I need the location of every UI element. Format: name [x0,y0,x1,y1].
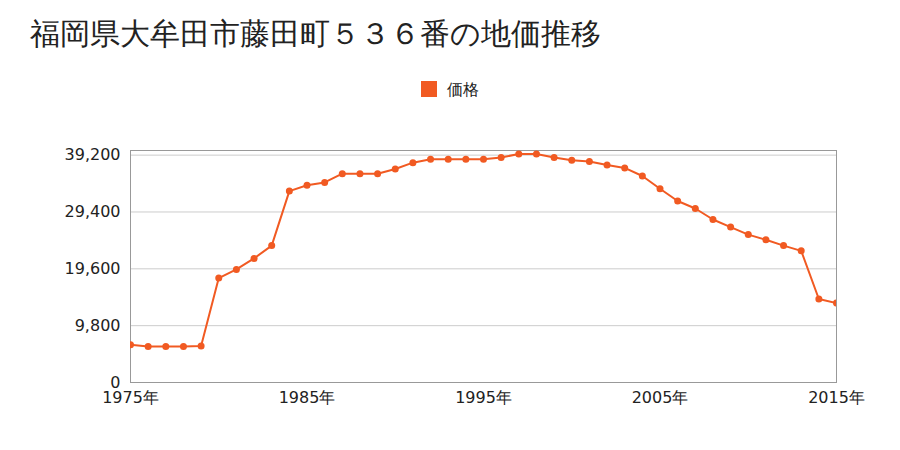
html-text:福岡県大牟田市藤田町５３６番の地価推移: 福岡県大牟田市藤田町５３６番の地価推移 [30,16,601,51]
svg-text:1985年: 1985年 [279,388,336,407]
svg-text:1975年: 1975年 [102,388,159,407]
svg-text:39,200: 39,200 [65,145,121,164]
svg-text:0: 0 [110,372,121,392]
svg-text:1995年: 1995年 [455,388,512,407]
svg-text:9,800: 9,800 [75,316,121,335]
svg-text:2005年: 2005年 [632,388,689,407]
svg-text:2015年: 2015年 [808,388,865,407]
svg-text:29,400: 29,400 [65,202,121,221]
svg-text:19,600: 19,600 [65,259,121,278]
html-text:価格: 価格 [447,80,479,99]
